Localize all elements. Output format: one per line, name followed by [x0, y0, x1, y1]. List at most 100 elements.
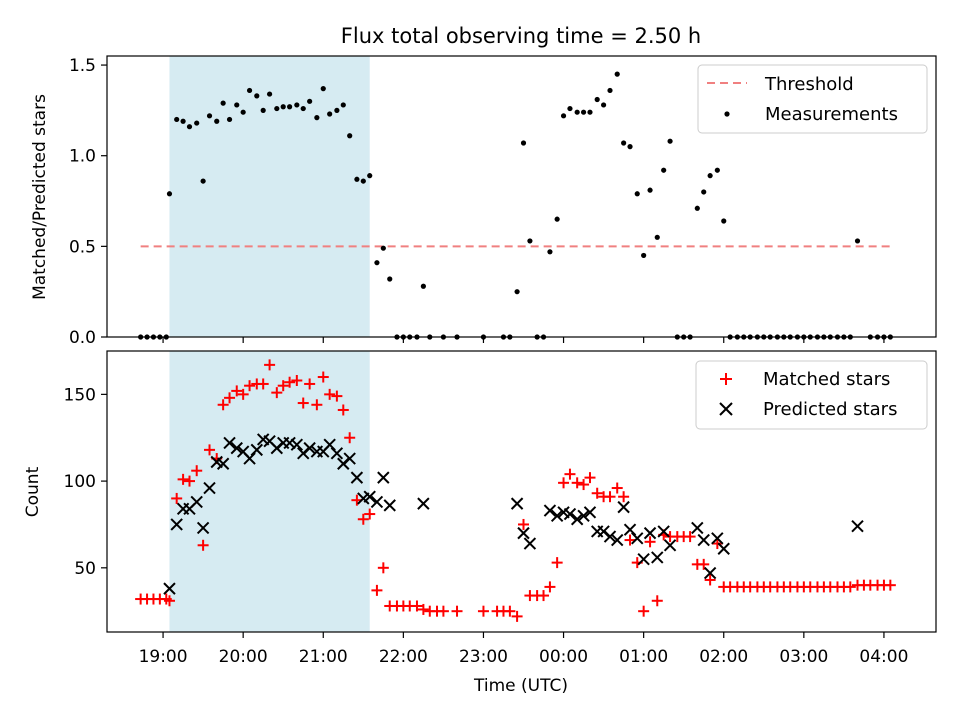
matched-point [437, 605, 449, 617]
matched-point [191, 465, 203, 477]
predicted-point [543, 504, 557, 517]
predicted-point [190, 495, 203, 509]
measurement-point [580, 109, 587, 115]
measurement-point [327, 111, 333, 117]
y-tick-label: 1.5 [69, 56, 96, 76]
measurement-point [314, 115, 320, 121]
matched-point [511, 610, 523, 622]
predicted-point [617, 500, 630, 514]
measurement-point [274, 105, 280, 112]
predicted-point [583, 506, 597, 519]
count-x-axis: 19:00 20:00 21:00 22:00 23:00 00:00 01:00 02:00… [139, 632, 908, 667]
matched-point [377, 562, 389, 574]
matched-point [618, 491, 630, 503]
predicted-point [243, 452, 256, 465]
measurements-legend-swatch [724, 111, 730, 117]
measurement-point [254, 93, 260, 99]
y-tick-label: 1.0 [69, 147, 96, 167]
measurement-point [567, 105, 573, 112]
measurement-point [234, 102, 240, 108]
measurement-point [200, 178, 206, 184]
measurement-point [554, 216, 560, 222]
matched-point [591, 487, 603, 499]
matched-point [304, 378, 316, 390]
predicted-point [637, 552, 650, 566]
predicted-point [377, 471, 390, 484]
ratio-legend-box [697, 64, 928, 134]
predicted-point [523, 537, 537, 550]
measurement-point [220, 100, 226, 106]
ratio-panel: 0.0 0.5 1.0 1.5 Matched/Predicted stars Thr… [30, 55, 937, 348]
matched-point [357, 513, 369, 525]
matched-point [624, 534, 636, 546]
predicted-point [330, 447, 344, 460]
measurement-point [240, 109, 246, 115]
matched-point [611, 482, 623, 494]
measurement-point [647, 187, 653, 193]
matched-point [177, 473, 189, 485]
matched-point [604, 491, 616, 503]
matched-point [451, 605, 463, 617]
measurement-point [654, 234, 660, 240]
matched-point [544, 581, 556, 593]
matched-point [297, 397, 309, 409]
matched-point [518, 518, 530, 530]
measurement-point [287, 104, 293, 110]
matched-point [257, 378, 269, 390]
matched-point [558, 477, 570, 489]
measurement-point [707, 173, 713, 179]
ratio-shaded-span [169, 56, 370, 337]
matched-point [684, 531, 696, 543]
measurement-point [600, 102, 607, 108]
matched-point [264, 359, 276, 371]
matched-point [477, 605, 489, 617]
measurement-point [387, 276, 393, 282]
measurement-point [194, 120, 200, 126]
measurement-point [280, 104, 286, 110]
predicted-point [697, 533, 710, 547]
threshold-legend-label: Threshold [764, 74, 854, 95]
count-panel: 50 100 150 19:00 20:00 21:00 22:00 23:00 00:00 0… [23, 350, 937, 696]
matched-legend-label: Matched stars [763, 369, 890, 390]
measurement-point [354, 176, 360, 182]
count-y-axis: 50 100 150 [64, 385, 107, 579]
matched-point [311, 399, 323, 411]
matched-point [504, 605, 516, 617]
predicted-point [223, 436, 236, 450]
matched-point [584, 472, 596, 484]
matched-point [183, 475, 195, 487]
predicted-point [550, 509, 564, 522]
x-tick-label: 03:00 [779, 647, 828, 667]
x-tick-label: 19:00 [139, 647, 188, 667]
y-tick-label: 0.0 [69, 328, 96, 348]
measurement-point [701, 189, 707, 195]
matched-point [551, 557, 563, 569]
measurement-point [226, 116, 233, 123]
predicted-point [651, 551, 664, 564]
count-legend: Matched stars Predicted stars [695, 360, 928, 430]
matched-point [204, 444, 216, 456]
chart-title: Flux total observing time = 2.50 h [341, 24, 701, 48]
x-tick-label: 02:00 [699, 647, 748, 667]
measurement-point [587, 109, 593, 115]
ratio-y-label: Matched/Predicted stars [30, 94, 50, 300]
measurement-point [374, 260, 380, 266]
predicted-point [603, 530, 617, 543]
matched-point [344, 432, 356, 444]
predicted-legend-label: Predicted stars [763, 399, 897, 420]
predicted-point [216, 457, 230, 470]
matched-point [578, 479, 590, 491]
matched-point [284, 376, 296, 388]
matched-point [364, 508, 376, 520]
y-tick-label: 50 [74, 559, 96, 579]
predicted-point [323, 438, 336, 451]
measurement-point [721, 218, 727, 224]
measurement-point [206, 113, 213, 119]
matched-point [638, 605, 650, 617]
predicted-point [303, 441, 316, 455]
x-tick-label: 23:00 [459, 647, 508, 667]
matched-point [337, 404, 349, 416]
measurement-point [340, 102, 346, 108]
predicted-point [577, 509, 590, 522]
measurement-point [294, 102, 300, 108]
